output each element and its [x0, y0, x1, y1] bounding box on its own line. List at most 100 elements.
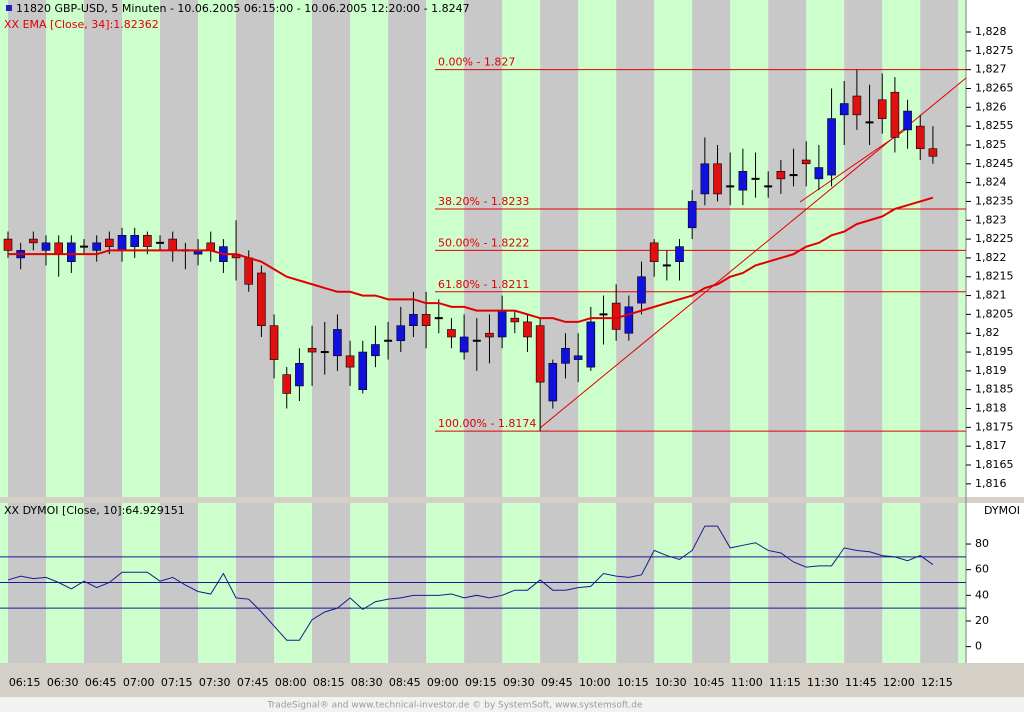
x-tick-label: 06:45 [85, 676, 117, 689]
candle-body [928, 148, 938, 157]
stripe-gray [920, 0, 959, 497]
candle-body [624, 306, 634, 334]
candle-body [396, 325, 406, 342]
candle-body [561, 347, 570, 364]
y-tick-label: 1,8255 [975, 119, 1014, 132]
candle-body [586, 321, 596, 368]
candle-body [206, 242, 216, 251]
y-tick-label: 1,818 [975, 402, 1007, 415]
stripe-green [122, 0, 161, 497]
stripe-green [958, 0, 966, 497]
y-tick-label: 0 [975, 640, 982, 653]
stripe-gray [388, 0, 427, 497]
time-axis-bg [0, 663, 1024, 697]
candle-body [700, 163, 710, 195]
overlay-legend: XX EMA [Close, 34]:1.82362 [4, 18, 159, 31]
stripe-green [730, 0, 769, 497]
stripe-green [426, 0, 465, 497]
stripe-green [578, 0, 617, 497]
candle-body [307, 347, 317, 353]
y-tick-label: 1,8265 [975, 81, 1014, 94]
candle-body [282, 374, 292, 394]
candle-body [687, 201, 697, 229]
x-tick-label: 12:00 [883, 676, 915, 689]
y-tick-label: 1,8175 [975, 420, 1014, 433]
candle-body [485, 332, 494, 338]
candle-body [143, 235, 152, 247]
x-tick-label: 08:45 [389, 676, 421, 689]
stripe-gray [312, 0, 351, 497]
y-tick-label: 1,821 [975, 289, 1007, 302]
x-tick-label: 10:00 [579, 676, 611, 689]
indicator-line [7, 525, 934, 641]
symbol-icon [6, 5, 12, 11]
x-tick-label: 08:30 [351, 676, 383, 689]
indicator-legend: XX DYMOI [Close, 10]:64.929151 [4, 504, 185, 517]
candle-body [345, 355, 355, 368]
candle-body [244, 257, 254, 285]
x-tick-label: 08:15 [313, 676, 345, 689]
stripe-gray [84, 0, 123, 497]
stripe-green [274, 0, 313, 497]
stripe-gray [8, 0, 47, 497]
x-tick-label: 10:30 [655, 676, 687, 689]
fib-label: 38.20% - 1.8233 [438, 195, 529, 208]
candle-body [827, 118, 836, 176]
x-tick-label: 07:30 [199, 676, 231, 689]
stripe-gray [768, 0, 807, 497]
stripe-green [806, 0, 845, 497]
x-tick-label: 11:45 [845, 676, 877, 689]
y-tick-label: 1,8195 [975, 345, 1014, 358]
panel-separator [0, 497, 1024, 503]
candle-body [903, 110, 912, 131]
stripe-green [502, 0, 541, 497]
x-tick-label: 06:30 [47, 676, 79, 689]
candle-body [358, 351, 368, 390]
candle-body [29, 238, 38, 244]
candle-body [573, 355, 583, 360]
stripe-green [350, 0, 389, 497]
y-tick-label: 1,822 [975, 251, 1007, 264]
y-tick-label: 1,8225 [975, 232, 1014, 245]
stripe-green [882, 0, 921, 497]
x-tick-label: 08:00 [275, 676, 307, 689]
y-tick-label: 1,824 [975, 176, 1007, 189]
stripe-gray [844, 0, 883, 497]
candle-body [333, 329, 342, 357]
candle-body [890, 91, 900, 138]
y-tick-label: 1,8215 [975, 270, 1014, 283]
candle-body [776, 171, 786, 180]
stripe-gray [616, 0, 655, 497]
candle-body [510, 317, 520, 323]
stripe-gray [160, 0, 199, 497]
x-tick-label: 10:15 [617, 676, 649, 689]
stripe-gray [540, 0, 579, 497]
y-tick-label: 80 [975, 537, 989, 550]
candle-body [269, 325, 279, 360]
y-tick-label: 1,828 [975, 25, 1007, 38]
x-tick-label: 09:15 [465, 676, 497, 689]
candle-body [3, 238, 13, 251]
candle-body [738, 171, 748, 191]
x-tick-label: 09:30 [503, 676, 535, 689]
y-tick-label: 40 [975, 588, 989, 601]
x-tick-label: 12:15 [921, 676, 953, 689]
fib-label: 100.00% - 1.8174 [438, 417, 536, 430]
candle-body [130, 235, 139, 247]
candle-body [497, 310, 507, 338]
stripe-green [46, 0, 85, 497]
x-tick-label: 07:15 [161, 676, 193, 689]
x-tick-label: 07:00 [123, 676, 155, 689]
candle-body [814, 167, 824, 180]
fib-label: 50.00% - 1.8222 [438, 236, 529, 249]
candle-body [675, 246, 684, 262]
x-tick-label: 07:45 [237, 676, 269, 689]
stripe-gray [236, 0, 275, 497]
candle-body [295, 363, 304, 387]
x-tick-label: 06:15 [9, 676, 41, 689]
candle-body [54, 242, 63, 255]
candle-body [67, 242, 76, 262]
candle-body [915, 125, 925, 150]
y-tick-label: 1,827 [975, 63, 1007, 76]
